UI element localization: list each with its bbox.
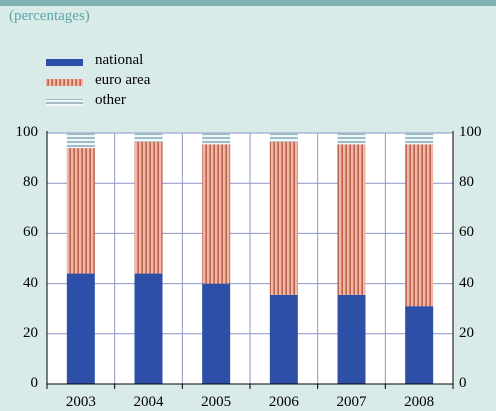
- bar-national-2003: [66, 273, 95, 384]
- bar-other-2003: [66, 133, 95, 149]
- bar-national-2007: [337, 294, 366, 384]
- x-tick-label-2007: 2007: [336, 394, 367, 410]
- y-tick-label-right-80: 80: [459, 174, 474, 191]
- gridlines: [47, 132, 453, 384]
- y-tick-label-right-60: 60: [459, 224, 474, 241]
- y-tick-label-left-40: 40: [23, 274, 38, 291]
- x-tick-label-2006: 2006: [268, 394, 299, 410]
- y-tick-label-right-20: 20: [459, 324, 474, 341]
- bar-euro-area-2008: [405, 144, 434, 307]
- bar-euro-area-2003: [66, 148, 95, 274]
- top-accent-bar: [0, 0, 496, 6]
- bar-other-2008: [405, 133, 434, 145]
- x-tick-label-2003: 2003: [65, 394, 96, 410]
- legend-label-national: national: [95, 52, 144, 68]
- bar-euro-area-2006: [269, 141, 298, 295]
- y-tick-label-left-100: 100: [15, 124, 39, 140]
- legend-swatch-euro-area: [46, 79, 83, 86]
- bar-euro-area-2005: [202, 144, 231, 284]
- bar-national-2008: [405, 306, 434, 384]
- y-tick-label-right-40: 40: [459, 274, 474, 291]
- y-tick-label-left-80: 80: [23, 174, 38, 191]
- legend-swatch-other: [46, 99, 83, 106]
- bar-other-2004: [134, 133, 163, 142]
- y-tick-label-left-60: 60: [23, 224, 38, 241]
- bar-national-2006: [269, 294, 298, 384]
- bar-other-2007: [337, 133, 366, 145]
- bar-euro-area-2004: [134, 141, 163, 274]
- y-tick-label-right-0: 0: [459, 375, 467, 391]
- x-tick-label-2005: 2005: [201, 394, 232, 410]
- bars: [66, 133, 434, 384]
- bar-other-2005: [202, 133, 231, 145]
- legend-label-other: other: [95, 92, 126, 108]
- chart-subtitle: (percentages): [9, 8, 90, 24]
- bar-national-2005: [202, 283, 231, 384]
- axes: [46, 131, 454, 389]
- legend-swatch-national: [46, 59, 83, 66]
- bar-other-2006: [269, 133, 298, 142]
- y-tick-label-left-20: 20: [23, 324, 38, 341]
- bar-euro-area-2007: [337, 144, 366, 295]
- x-tick-label-2004: 2004: [133, 394, 164, 410]
- bar-national-2004: [134, 273, 163, 384]
- y-tick-label-right-100: 100: [459, 124, 482, 140]
- x-tick-label-2008: 2008: [404, 394, 435, 410]
- legend-label-euro-area: euro area: [95, 72, 151, 88]
- y-tick-label-left-0: 0: [30, 375, 39, 391]
